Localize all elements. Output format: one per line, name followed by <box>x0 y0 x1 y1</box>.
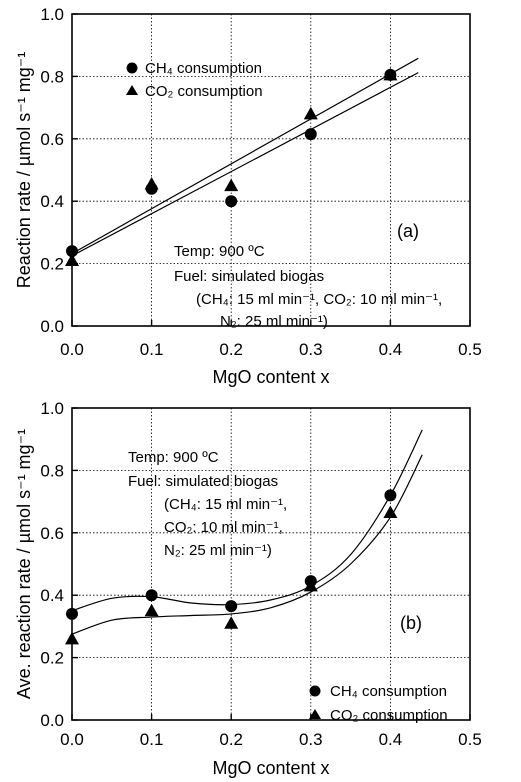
x-tick-label: 0.1 <box>140 730 164 749</box>
legend-label-co2: CO₂ consumption <box>330 707 448 724</box>
annotation-flow-3: N₂: 25 ml min⁻¹) <box>164 542 272 559</box>
annotation-temp: Temp: 900 ºC <box>128 449 219 466</box>
data-point-ch4 <box>225 195 238 208</box>
data-point-co2 <box>383 67 398 81</box>
y-axis-title: Ave. reaction rate / µmol s⁻¹ mg⁻¹ <box>14 429 34 699</box>
data-point-co2 <box>65 631 79 645</box>
plot-area <box>71 407 471 721</box>
y-tick-label: 0.8 <box>40 67 64 86</box>
y-tick-label: 0.0 <box>40 711 64 730</box>
x-tick-label: 0.0 <box>60 730 84 749</box>
annotation-temp: Temp: 900 ºC <box>174 243 265 260</box>
data-point-co2 <box>144 177 159 190</box>
data-point-ch4 <box>225 600 238 613</box>
data-point-co2 <box>303 578 318 592</box>
panel-label: (a) <box>397 221 419 241</box>
panel-label: (b) <box>400 613 422 633</box>
plot-frame <box>71 407 471 721</box>
x-tick-label: 0.4 <box>379 730 403 749</box>
x-tick-label: 0.3 <box>299 730 323 749</box>
legend-label-ch4: CH₄ consumption <box>145 60 262 77</box>
plot-frame <box>71 13 471 327</box>
x-tick-label: 0.2 <box>219 730 243 749</box>
y-tick-label: 0.6 <box>40 524 64 543</box>
x-tick-label: 0.3 <box>299 340 323 359</box>
y-tick-label: 0.8 <box>40 461 64 480</box>
data-point-ch4 <box>66 245 78 258</box>
legend-marker-ch4 <box>126 62 138 74</box>
fit-line-ch4 <box>71 57 419 255</box>
y-tick-label: 1.0 <box>40 5 64 24</box>
fit-line-co2 <box>71 72 419 257</box>
panel-a: (a) CH₄ consumption CO₂ consumption Temp… <box>14 5 482 387</box>
legend-label-ch4: CH₄ consumption <box>330 683 447 700</box>
annotation-flow-1: (CH₄: 15 ml min⁻¹, <box>164 496 287 513</box>
conditions-annotation: Temp: 900 ºC Fuel: simulated biogas (CH₄… <box>128 449 287 559</box>
data-point-co2 <box>224 616 239 629</box>
legend-label-co2: CO₂ consumption <box>145 83 263 100</box>
data-point-co2 <box>383 505 398 519</box>
legend: CH₄ consumption CO₂ consumption <box>309 683 448 724</box>
conditions-annotation: Temp: 900 ºC Fuel: simulated biogas (CH₄… <box>174 243 442 330</box>
legend: CH₄ consumption CO₂ consumption <box>126 60 263 100</box>
annotation-fuel: Fuel: simulated biogas <box>174 268 324 285</box>
y-tick-label: 0.4 <box>40 586 64 605</box>
data-point-co2 <box>144 603 159 617</box>
x-tick-label: 0.4 <box>379 340 403 359</box>
x-tick-label: 0.5 <box>458 730 482 749</box>
annotation-flow-2: CO₂: 10 ml min⁻¹, <box>164 519 283 536</box>
annotation-flow-1: (CH₄: 15 ml min⁻¹, CO₂: 10 ml min⁻¹, <box>196 291 442 308</box>
annotation-flow-2: N₂: 25 ml min⁻¹) <box>220 313 328 330</box>
fit-line-ch4 <box>71 429 423 612</box>
annotation-fuel: Fuel: simulated biogas <box>128 473 278 490</box>
data-point-ch4 <box>66 607 78 620</box>
fit-line-co2 <box>71 454 423 635</box>
y-tick-label: 0.2 <box>40 255 64 274</box>
y-axis-title: Reaction rate / µmol s⁻¹ mg⁻¹ <box>14 52 34 288</box>
x-tick-label: 0.5 <box>458 340 482 359</box>
y-tick-label: 0.6 <box>40 130 64 149</box>
data-point-ch4 <box>384 489 397 502</box>
legend-marker-ch4 <box>309 685 321 697</box>
y-tick-label: 1.0 <box>40 399 64 418</box>
y-tick-label: 0.4 <box>40 192 64 211</box>
data-point-co2 <box>303 106 318 120</box>
panel-b: (b) CH₄ consumption CO₂ consumption Temp… <box>14 399 482 778</box>
y-tick-label: 0.0 <box>40 317 64 336</box>
x-axis-title: MgO content x <box>212 367 329 387</box>
legend-marker-co2 <box>126 85 138 95</box>
x-tick-label: 0.2 <box>219 340 243 359</box>
x-tick-label: 0.1 <box>140 340 164 359</box>
x-tick-label: 0.0 <box>60 340 84 359</box>
legend-marker-co2 <box>309 709 321 719</box>
data-point-co2 <box>65 253 79 266</box>
y-tick-label: 0.2 <box>40 649 64 668</box>
plot-area <box>71 13 471 327</box>
x-axis-title: MgO content x <box>212 758 329 778</box>
data-point-ch4 <box>145 589 158 602</box>
data-point-co2 <box>224 178 239 192</box>
data-point-ch4 <box>304 128 317 141</box>
